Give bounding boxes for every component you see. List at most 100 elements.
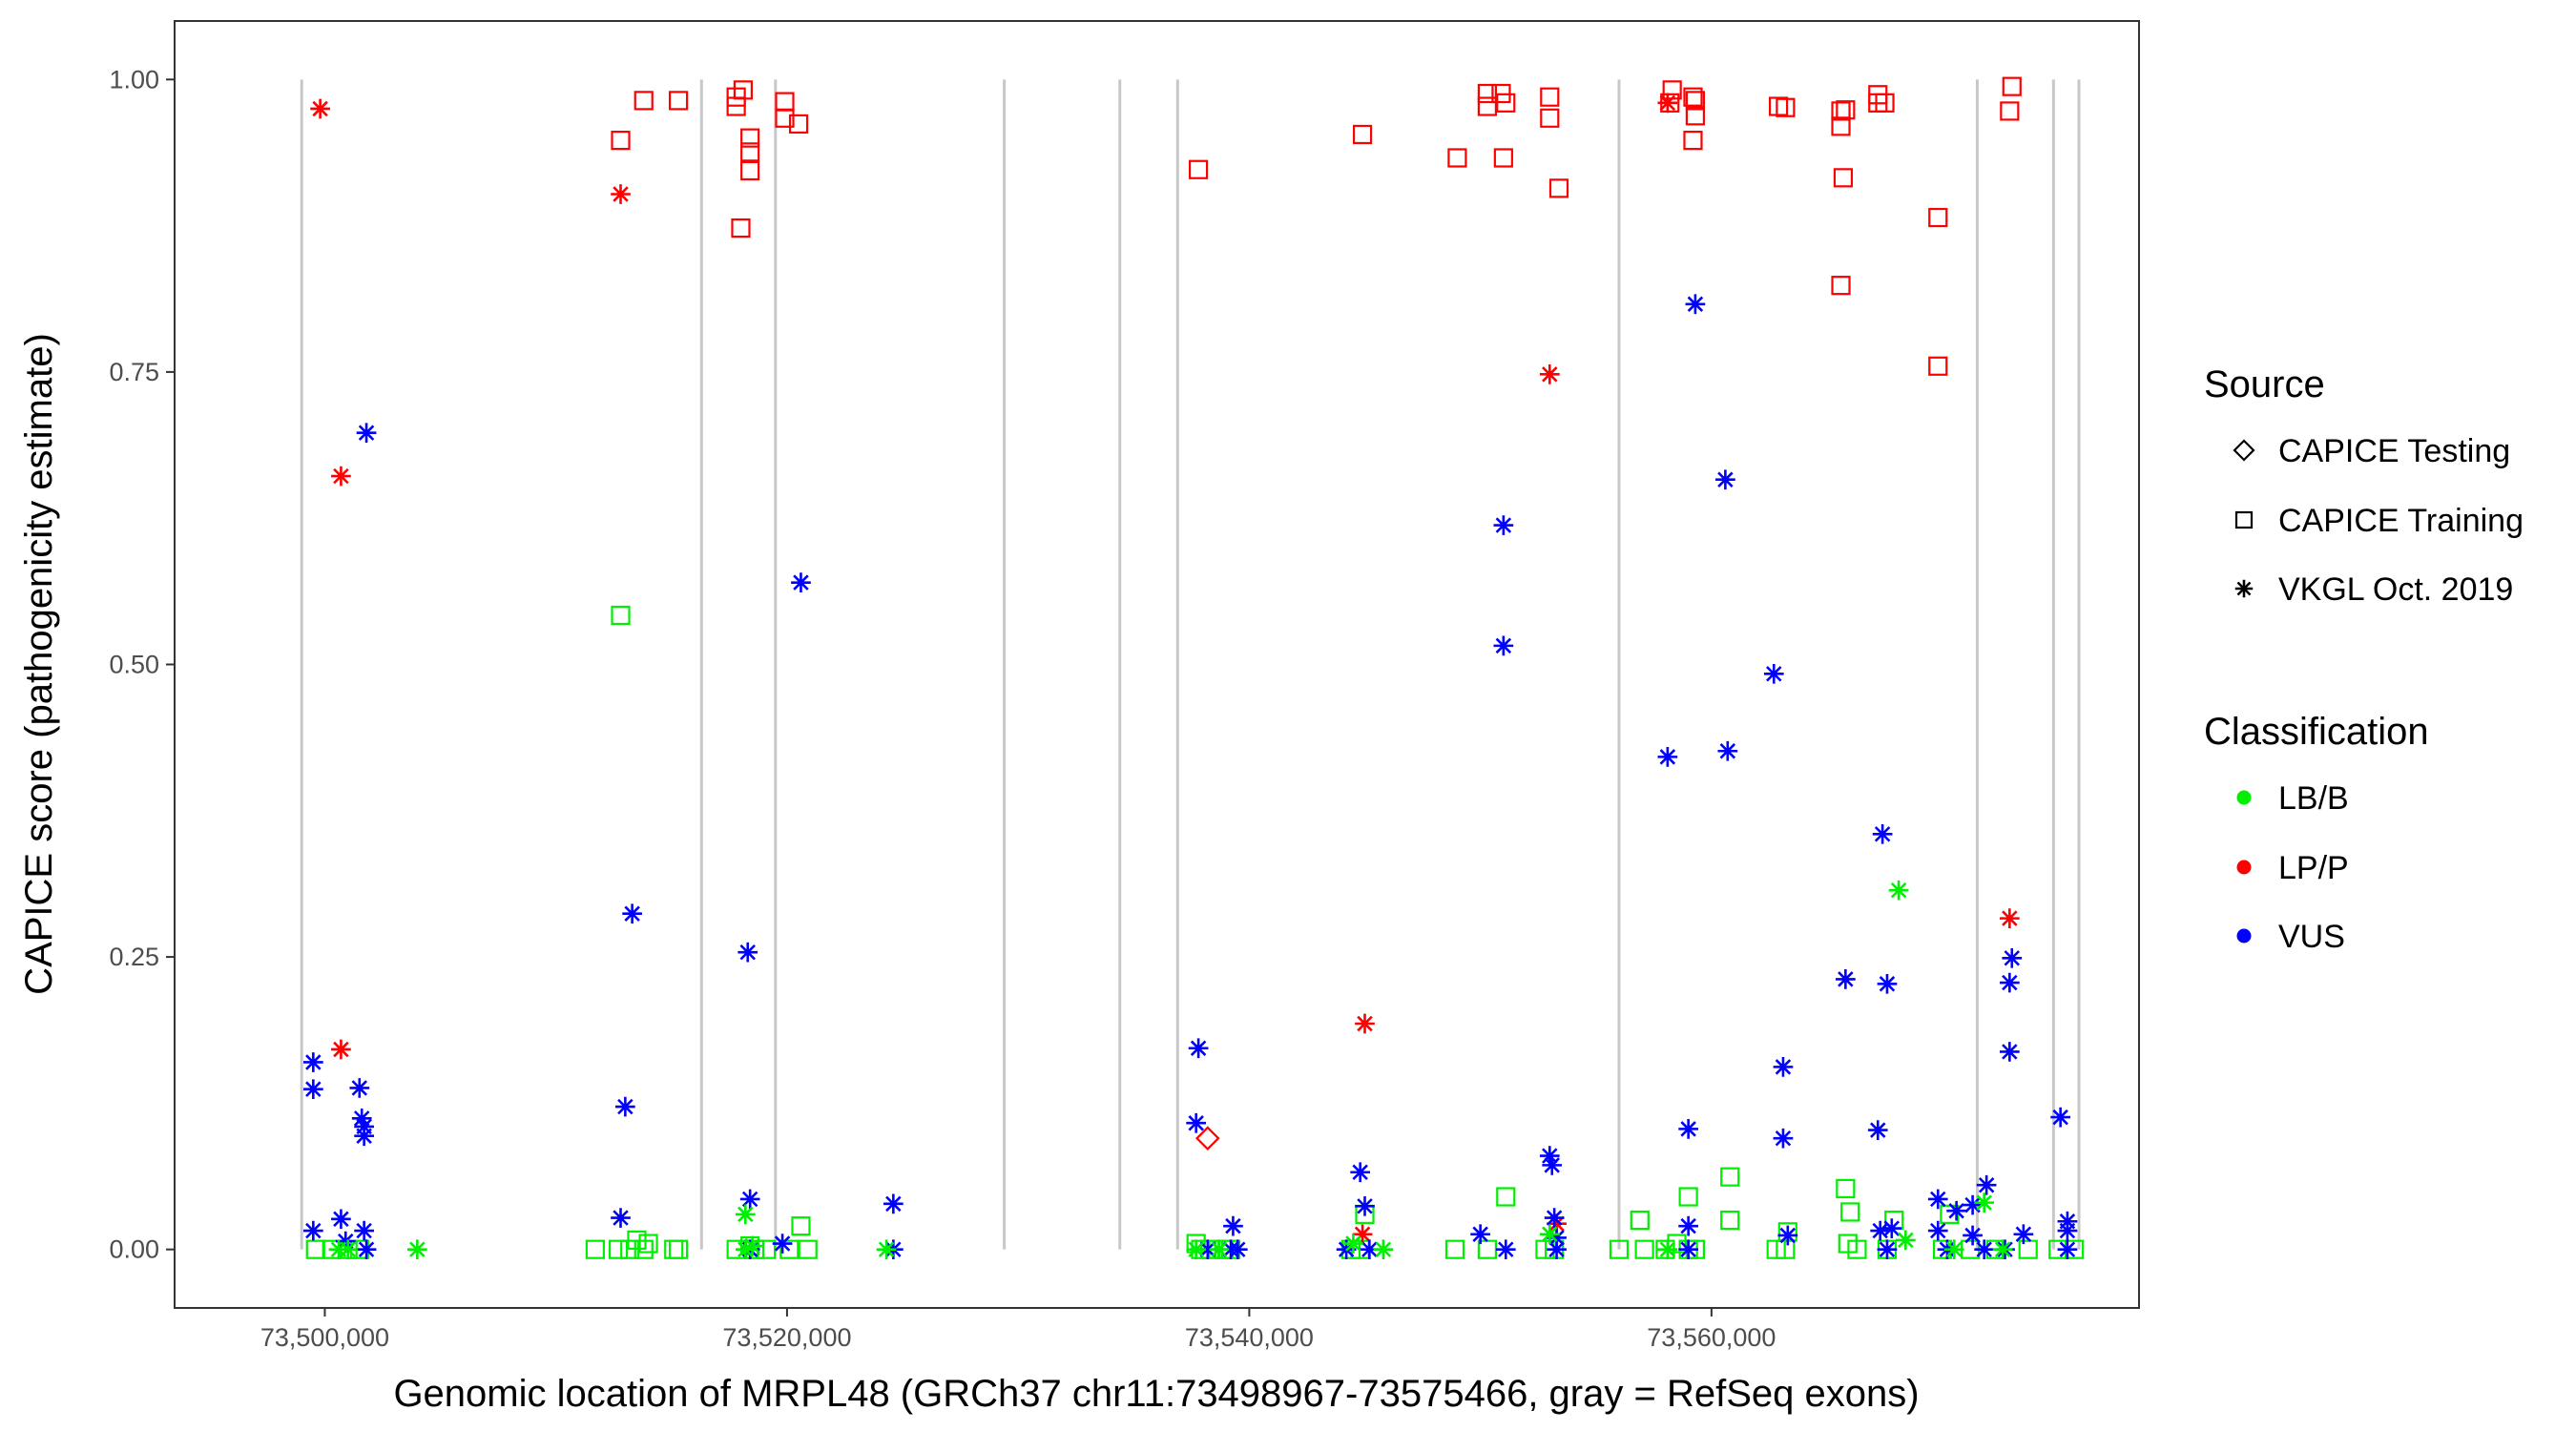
y-tick-label: 1.00 (109, 65, 159, 93)
data-point (1974, 1239, 1995, 1260)
data-point (772, 1234, 793, 1254)
data-point (1547, 1213, 1567, 1234)
legend-item-source: CAPICE Testing (2233, 433, 2510, 469)
legend-dot-icon (2236, 928, 2252, 944)
data-point (1634, 1239, 1654, 1259)
data-point (1477, 96, 1497, 116)
data-point (1940, 1204, 1960, 1224)
data-point (731, 218, 751, 238)
data-point (2000, 908, 2020, 928)
data-point (1548, 178, 1569, 198)
data-point (310, 98, 330, 119)
data-point (1496, 93, 1516, 113)
data-point (338, 1239, 359, 1260)
data-point (2057, 1220, 2078, 1241)
series-capice-training-lp-p (611, 76, 2022, 376)
data-point (1540, 87, 1560, 107)
data-point (798, 1239, 818, 1259)
y-tick-label: 0.75 (109, 358, 159, 386)
data-point (1963, 1225, 1983, 1246)
data-point (1683, 130, 1703, 151)
data-point (1715, 469, 1735, 490)
data-point (331, 466, 351, 487)
data-point (1875, 93, 1895, 113)
x-axis: 73,500,000 73,520,000 73,540,000 73,560,000 (260, 1308, 1776, 1352)
data-point (1847, 1239, 1867, 1259)
data-point (1539, 1146, 1560, 1166)
data-point (1836, 1178, 1856, 1199)
data-point (611, 605, 631, 626)
legend-label: CAPICE Training (2278, 503, 2524, 539)
data-point (1776, 97, 1796, 117)
data-point (2018, 1239, 2038, 1259)
data-point (1888, 880, 1909, 901)
data-point (740, 160, 760, 181)
data-point (1877, 1239, 1898, 1260)
data-point (615, 1096, 635, 1117)
data-point (668, 91, 689, 111)
legend-dot-icon (2236, 790, 2252, 805)
data-point (1685, 294, 1706, 315)
legend-item-source: VKGL Oct. 2019 (2234, 571, 2513, 608)
data-point (1976, 1174, 1997, 1195)
data-point (331, 1209, 351, 1230)
data-point (876, 1239, 897, 1260)
data-point (779, 1239, 800, 1259)
data-point (1227, 1239, 1248, 1260)
data-point (1360, 1239, 1380, 1260)
data-point (1763, 663, 1784, 684)
x-tick-label: 73,540,000 (1185, 1323, 1314, 1352)
data-point (611, 184, 631, 204)
data-point (351, 1108, 372, 1129)
data-point (638, 1234, 658, 1254)
data-point (1189, 159, 1209, 179)
data-point (585, 1239, 605, 1259)
data-point (737, 942, 758, 963)
data-point (2000, 972, 2020, 993)
legend-key-diamond-icon (2233, 439, 2255, 462)
data-point (2013, 1224, 2034, 1245)
data-point (1542, 1155, 1563, 1175)
data-point (1470, 1224, 1490, 1245)
data-point (1195, 1126, 1220, 1151)
data-point (1539, 364, 1560, 384)
legend-label: VUS (2278, 919, 2345, 955)
data-points (302, 76, 2085, 1260)
data-point (788, 114, 809, 135)
data-point (354, 1126, 374, 1147)
data-point (1840, 1202, 1860, 1222)
x-axis-title: Genomic location of MRPL48 (GRCh37 chr11… (393, 1373, 1919, 1415)
data-point (2057, 1239, 2078, 1260)
data-point (735, 1204, 756, 1225)
legend-label: VKGL Oct. 2019 (2278, 571, 2513, 608)
data-point (1352, 1224, 1373, 1245)
legend-key-square-icon (2234, 510, 2254, 529)
data-point (349, 1078, 370, 1098)
data-point (1495, 1239, 1516, 1260)
data-point (611, 130, 631, 151)
data-point (2002, 76, 2022, 96)
data-point (634, 1239, 654, 1259)
data-point (1943, 1239, 1964, 1260)
data-point (1974, 1192, 1995, 1213)
data-point (302, 1052, 323, 1072)
data-point (1867, 1120, 1888, 1140)
data-point (1877, 973, 1898, 994)
data-point (1444, 1239, 1465, 1259)
legend-item-classification: LP/P (2236, 850, 2349, 886)
legend: Source CAPICE Testing CAPICE Training VKGL … (2204, 363, 2524, 955)
data-point (1547, 1239, 1567, 1260)
data-point (1373, 1239, 1394, 1260)
data-point (1447, 148, 1467, 168)
data-point (1946, 1200, 1966, 1221)
data-point (1209, 1239, 1230, 1260)
legend-label: CAPICE Testing (2278, 433, 2510, 469)
data-point (1496, 1187, 1516, 1207)
series-vkgl-lb-b (328, 880, 2013, 1260)
data-point (1188, 1038, 1209, 1059)
data-point (742, 1235, 762, 1256)
data-point (608, 1239, 629, 1259)
data-point (668, 1239, 689, 1259)
data-point (883, 1193, 904, 1214)
